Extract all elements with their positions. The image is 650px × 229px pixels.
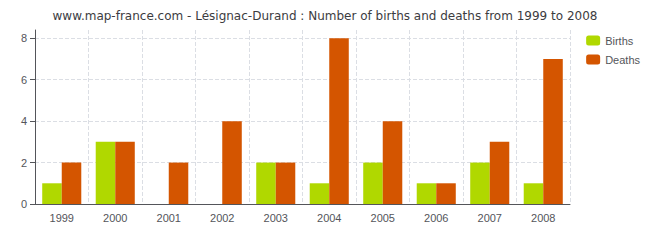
svg-text:2005: 2005 (371, 212, 395, 224)
svg-text:4: 4 (21, 115, 27, 127)
svg-text:2: 2 (21, 157, 27, 169)
svg-text:8: 8 (21, 32, 27, 44)
svg-text:2006: 2006 (424, 212, 448, 224)
svg-text:2002: 2002 (210, 212, 234, 224)
svg-text:Births: Births (605, 35, 634, 47)
svg-text:2008: 2008 (531, 212, 555, 224)
svg-text:2000: 2000 (103, 212, 127, 224)
svg-text:2007: 2007 (478, 212, 502, 224)
svg-text:Deaths: Deaths (605, 54, 640, 66)
svg-text:2001: 2001 (157, 212, 181, 224)
svg-text:2003: 2003 (264, 212, 288, 224)
svg-text:2004: 2004 (317, 212, 341, 224)
svg-text:www.map-france.com - Lésignac-: www.map-france.com - Lésignac-Durand : N… (53, 9, 598, 23)
svg-text:6: 6 (21, 74, 27, 86)
svg-text:1999: 1999 (50, 212, 74, 224)
svg-text:0: 0 (21, 198, 27, 210)
